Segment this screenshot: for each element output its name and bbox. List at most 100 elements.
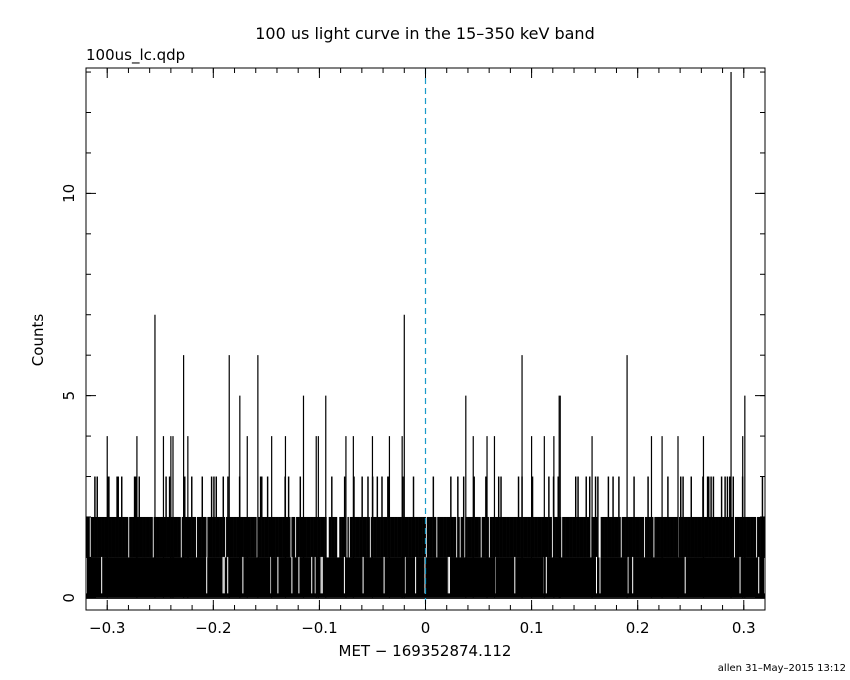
- count-bar: [657, 516, 660, 558]
- zero-bin: [321, 556, 323, 594]
- count-bar: [202, 516, 205, 558]
- count-bar: [723, 516, 725, 558]
- count-bar: [299, 476, 302, 558]
- count-bar: [751, 516, 753, 558]
- count-bar: [296, 516, 298, 558]
- count-bar: [759, 516, 761, 558]
- count-bar: [669, 516, 671, 558]
- count-bar: [746, 516, 749, 558]
- count-bar: [474, 516, 477, 558]
- count-bar: [566, 516, 569, 558]
- count-bar: [164, 516, 166, 558]
- count-bar: [696, 516, 698, 558]
- count-bar: [110, 516, 112, 558]
- count-bar: [150, 516, 152, 558]
- count-bar: [269, 516, 271, 558]
- count-bar: [447, 516, 450, 558]
- zero-bin: [739, 556, 741, 594]
- count-bar: [606, 516, 608, 558]
- count-bar: [251, 516, 254, 558]
- zero-bin: [242, 556, 244, 594]
- count-bar: [708, 476, 710, 558]
- count-bar: [431, 516, 433, 558]
- count-bar: [615, 516, 618, 558]
- count-bar: [105, 516, 108, 558]
- count-bar: [140, 516, 143, 558]
- count-bar: [339, 516, 341, 558]
- count-bar: [631, 516, 633, 558]
- count-bar: [420, 516, 423, 558]
- count-bar: [634, 516, 636, 558]
- count-bar: [151, 516, 153, 558]
- count-bar: [241, 516, 243, 558]
- zero-bin: [227, 556, 229, 594]
- count-bar: [647, 476, 649, 558]
- count-bar: [398, 516, 401, 558]
- count-bar: [750, 516, 752, 558]
- count-bar: [226, 516, 228, 558]
- count-bar: [275, 516, 277, 558]
- count-bar: [261, 476, 263, 558]
- count-bar: [395, 516, 397, 558]
- zero-bin: [320, 556, 322, 594]
- zero-bin: [277, 556, 279, 594]
- count-bar: [587, 516, 590, 558]
- y-axis-label: Counts: [29, 314, 47, 367]
- count-bar: [408, 516, 410, 558]
- count-bar: [569, 516, 571, 558]
- count-bar: [177, 516, 179, 558]
- count-bar: [663, 516, 666, 558]
- zero-bin: [595, 556, 597, 594]
- x-tick-label: −0.2: [195, 619, 231, 637]
- count-bar: [277, 516, 279, 558]
- count-bar: [200, 516, 202, 558]
- count-bar: [298, 516, 300, 558]
- count-bar: [699, 516, 702, 558]
- count-bar: [95, 516, 97, 558]
- count-bar: [181, 516, 184, 558]
- count-bar: [722, 516, 724, 558]
- count-bar: [762, 516, 765, 558]
- count-bar: [310, 516, 312, 558]
- count-bar: [531, 476, 534, 558]
- zero-bin: [206, 556, 208, 594]
- count-bar: [548, 476, 550, 558]
- count-bar: [461, 516, 464, 558]
- count-bar: [279, 516, 282, 558]
- count-bar: [402, 476, 404, 558]
- count-bar: [502, 516, 505, 558]
- count-bar: [93, 516, 95, 558]
- count-bar: [704, 516, 706, 558]
- count-bar: [411, 516, 414, 558]
- count-bar: [171, 516, 173, 558]
- count-bar: [570, 516, 572, 558]
- count-bar: [608, 516, 611, 558]
- count-bar: [667, 476, 669, 558]
- count-bar: [191, 476, 193, 558]
- count-bar: [508, 516, 510, 558]
- count-bar: [473, 476, 475, 558]
- count-bar: [691, 516, 694, 558]
- count-bar: [179, 516, 181, 558]
- count-bar: [614, 516, 617, 558]
- count-bar: [123, 516, 125, 558]
- count-bar: [471, 516, 473, 558]
- count-bar: [349, 516, 352, 558]
- count-bar: [639, 516, 641, 558]
- count-bar: [574, 476, 577, 558]
- count-bar: [391, 516, 394, 558]
- count-bar: [706, 476, 709, 558]
- count-bar: [313, 516, 316, 558]
- count-bar: [266, 476, 269, 558]
- zero-bin: [514, 556, 516, 594]
- x-axis-label: MET − 169352874.112: [339, 642, 512, 660]
- count-bar: [711, 516, 713, 558]
- count-bar: [593, 516, 596, 558]
- count-bar: [479, 516, 481, 558]
- zero-bin: [632, 556, 634, 594]
- count-bar: [320, 516, 323, 558]
- count-bar: [304, 516, 306, 558]
- count-bar: [278, 516, 281, 558]
- count-bar: [437, 516, 439, 558]
- count-bar: [652, 516, 654, 558]
